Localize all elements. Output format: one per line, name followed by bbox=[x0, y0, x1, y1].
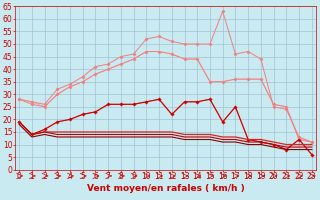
X-axis label: Vent moyen/en rafales ( km/h ): Vent moyen/en rafales ( km/h ) bbox=[86, 184, 244, 193]
